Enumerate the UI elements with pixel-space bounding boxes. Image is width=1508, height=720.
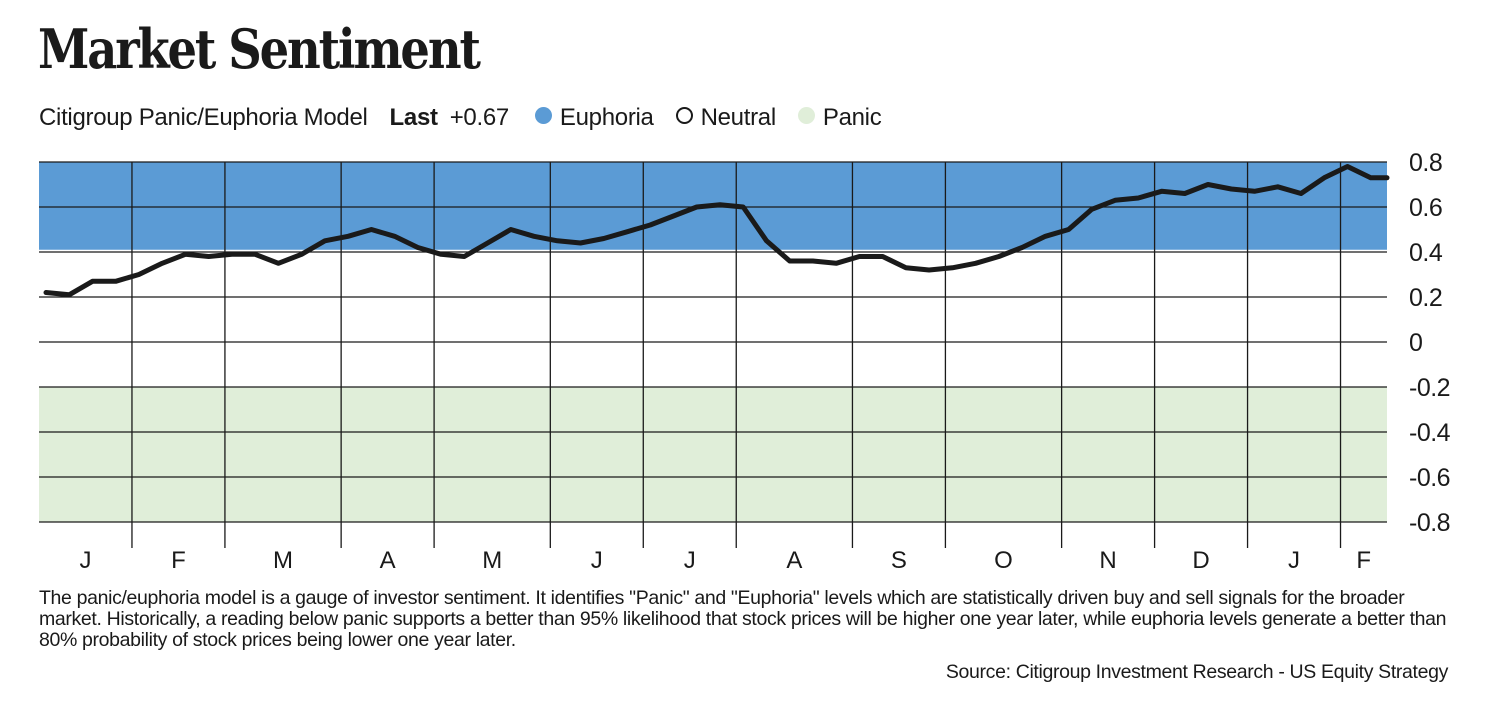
y-tick-label: 0 (1409, 329, 1422, 357)
x-tick-label: J (1288, 547, 1300, 574)
line-layer (43, 164, 1390, 298)
x-tick-label: M (482, 547, 502, 574)
grid-layer (39, 161, 1387, 548)
series-line (43, 164, 1390, 298)
y-tick-label: -0.8 (1409, 509, 1450, 537)
x-tick-label: O (994, 547, 1013, 574)
y-tick-label: 0.8 (1409, 149, 1442, 177)
x-tick-label: D (1192, 547, 1209, 574)
x-tick-label: F (171, 547, 186, 574)
legend-label-neutral: Neutral (700, 104, 777, 131)
x-tick-label: N (1099, 547, 1116, 574)
x-tick-label: M (273, 547, 293, 574)
y-tick-label: -0.4 (1409, 419, 1451, 447)
legend-item-neutral: Neutral (675, 104, 777, 132)
last-value: +0.67 (449, 104, 510, 131)
subtitle-row: Citigroup Panic/Euphoria Model Last +0.6… (39, 102, 882, 134)
x-tick-label: A (786, 547, 802, 574)
y-tick-label: 0.6 (1409, 194, 1442, 222)
chart-title: Market Sentiment (38, 17, 481, 81)
legend-label-euphoria: Euphoria (559, 104, 654, 131)
legend-item-euphoria: Euphoria (534, 104, 654, 132)
x-tick-label: A (380, 547, 396, 574)
panic-dot-icon (797, 106, 815, 124)
y-tick-labels: 0.8 0.6 0.4 0.2 0 -0.2 -0.4 -0.6 -0.8 (1409, 149, 1451, 537)
x-tick-label: J (591, 547, 603, 574)
chart-source: Source: Citigroup Investment Research - … (945, 661, 1448, 683)
neutral-dot-icon (675, 106, 693, 124)
last-label: Last (389, 104, 438, 131)
x-tick-label: J (684, 547, 696, 574)
y-tick-label: 0.2 (1409, 284, 1442, 312)
legend-label-panic: Panic (822, 104, 882, 131)
legend-item-panic: Panic (797, 104, 882, 132)
chart-notes: The panic/euphoria model is a gauge of i… (39, 587, 1447, 651)
y-tick-label: -0.2 (1409, 374, 1450, 402)
x-tick-label: J (79, 547, 91, 574)
y-tick-label: 0.4 (1409, 239, 1443, 267)
sentiment-chart: 0.8 0.6 0.4 0.2 0 -0.2 -0.4 -0.6 -0.8 J F M A M J J A S O… (39, 149, 1451, 574)
band-panic (39, 387, 1387, 522)
euphoria-dot-icon (534, 106, 552, 124)
x-tick-label: F (1356, 547, 1371, 574)
chart-subtitle: Citigroup Panic/Euphoria Model (39, 104, 368, 131)
y-tick-label: -0.6 (1409, 464, 1450, 492)
x-tick-label: S (891, 547, 907, 574)
